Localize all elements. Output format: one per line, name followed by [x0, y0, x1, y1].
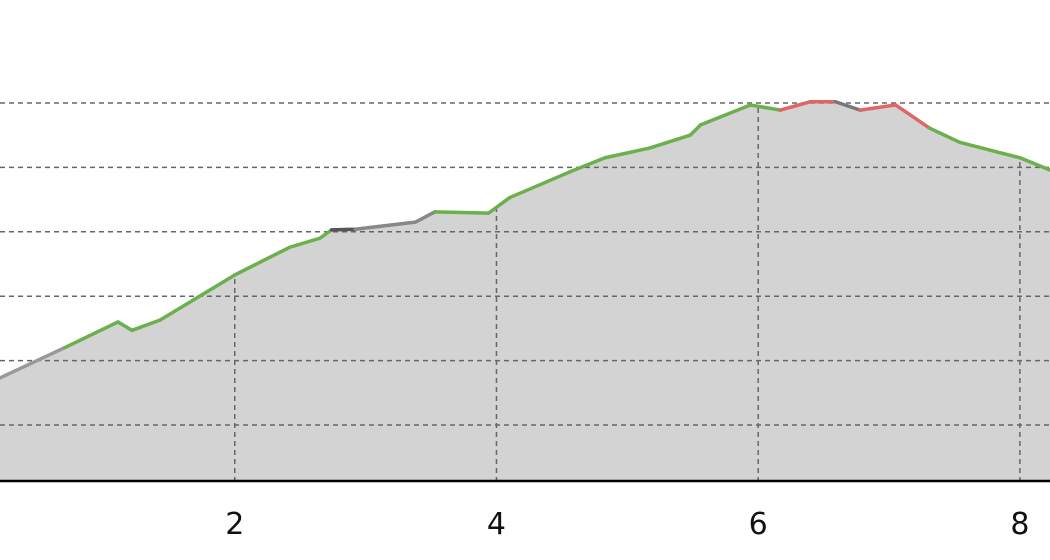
profile-segment [0, 345, 67, 380]
x-tick-label: 8 [1010, 507, 1029, 542]
profile-segment [507, 170, 572, 200]
profile-segment [318, 228, 334, 240]
profile-segment [778, 99, 813, 112]
profile-segment [116, 320, 134, 333]
vertical-grid [234, 101, 1021, 481]
x-tick-label: 2 [225, 507, 244, 542]
profile-segment [833, 99, 863, 112]
elevation-area [0, 101, 1050, 482]
profile-segment [413, 210, 437, 224]
profile-segment [688, 123, 703, 137]
profile-segment [893, 103, 932, 130]
profile-segment [62, 320, 120, 350]
profile-segment [1018, 156, 1050, 172]
profile-segment [287, 236, 322, 250]
profile-segment [329, 227, 357, 232]
profile-segment [988, 148, 1022, 160]
profile-segment [927, 126, 962, 145]
profile-segment [486, 195, 512, 215]
profile-segment [603, 146, 652, 160]
profile-segment [353, 220, 418, 231]
profile-segment [647, 133, 692, 150]
profile-segment [233, 245, 292, 277]
x-tick-label: 4 [487, 507, 506, 542]
profile-segment [748, 103, 783, 112]
profile-segment [130, 318, 162, 333]
x-tick-label: 6 [749, 507, 768, 542]
profile-segment [158, 273, 237, 322]
profile-segment [858, 103, 898, 112]
profile-segment [568, 156, 607, 174]
profile-segment [433, 210, 491, 215]
profile-segment [698, 103, 753, 127]
profile-segment [957, 140, 992, 152]
